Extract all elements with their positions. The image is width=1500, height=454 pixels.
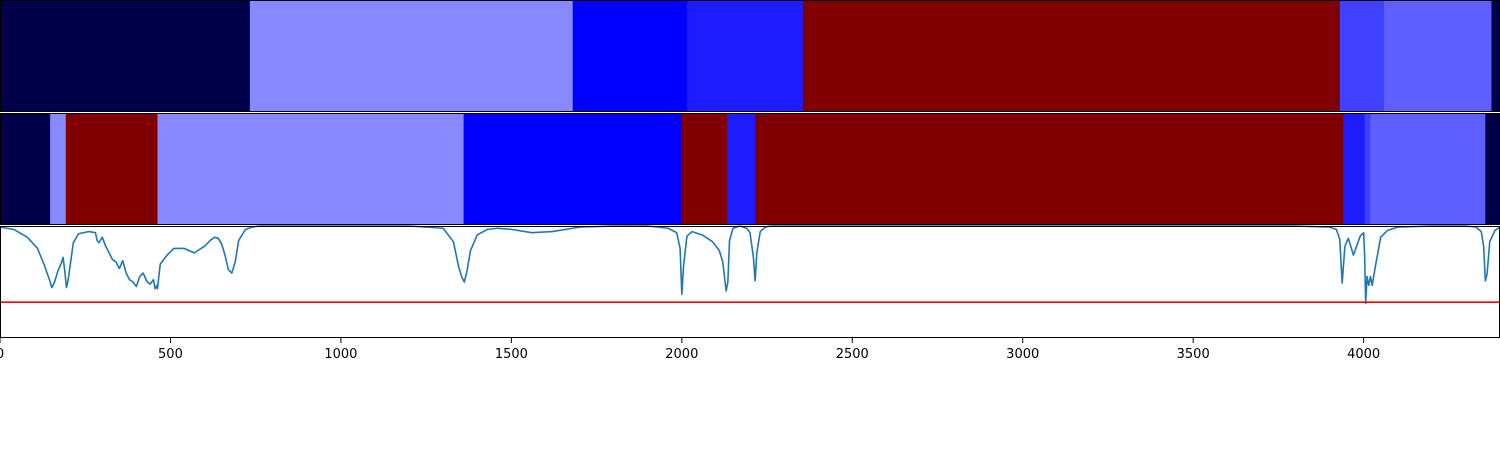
heatmap-segment: [1491, 0, 1500, 112]
heatmap-segment: [0, 113, 51, 225]
heatmap-segment: [802, 0, 1341, 112]
heatmap-segment: [50, 113, 67, 225]
heatmap-segment: [1364, 113, 1371, 225]
heatmap-segment: [463, 113, 683, 225]
x-tick-label: 1000: [324, 347, 357, 362]
heatmap-segment: [1343, 113, 1366, 225]
x-tick-label: 500: [158, 347, 183, 362]
heatmap-segment: [1485, 113, 1500, 225]
heatmap-segment: [755, 113, 1344, 225]
heatmap-segment: [572, 0, 688, 112]
heatmap-segment: [1339, 0, 1385, 112]
x-tick-label: 3500: [1177, 347, 1210, 362]
heatmap-segment: [249, 0, 574, 112]
heatmap-segment: [686, 0, 804, 112]
heatmap-rows: [0, 0, 1500, 225]
heatmap-segment: [1370, 113, 1486, 225]
x-axis: 0 500 1000 1500 2000 2500 3000 3500 4000: [0, 338, 1380, 362]
signal-line: [0, 225, 1500, 305]
x-tick-label: 0: [0, 347, 4, 362]
x-tick-label: 1500: [495, 347, 528, 362]
x-tick-label: 2000: [665, 347, 698, 362]
x-tick-label: 4000: [1347, 347, 1380, 362]
heatmap-segment: [0, 0, 251, 112]
signal-panel: [0, 225, 1500, 338]
heatmap-segment: [1384, 0, 1492, 112]
heatmap-segment: [681, 113, 728, 225]
signal-panel-background: [0, 226, 1500, 338]
x-tick-label: 2500: [836, 347, 869, 362]
heatmap-segment: [65, 113, 158, 225]
heatmap-segment: [727, 113, 756, 225]
heatmap-segment: [157, 113, 465, 225]
x-tick-label: 3000: [1006, 347, 1039, 362]
